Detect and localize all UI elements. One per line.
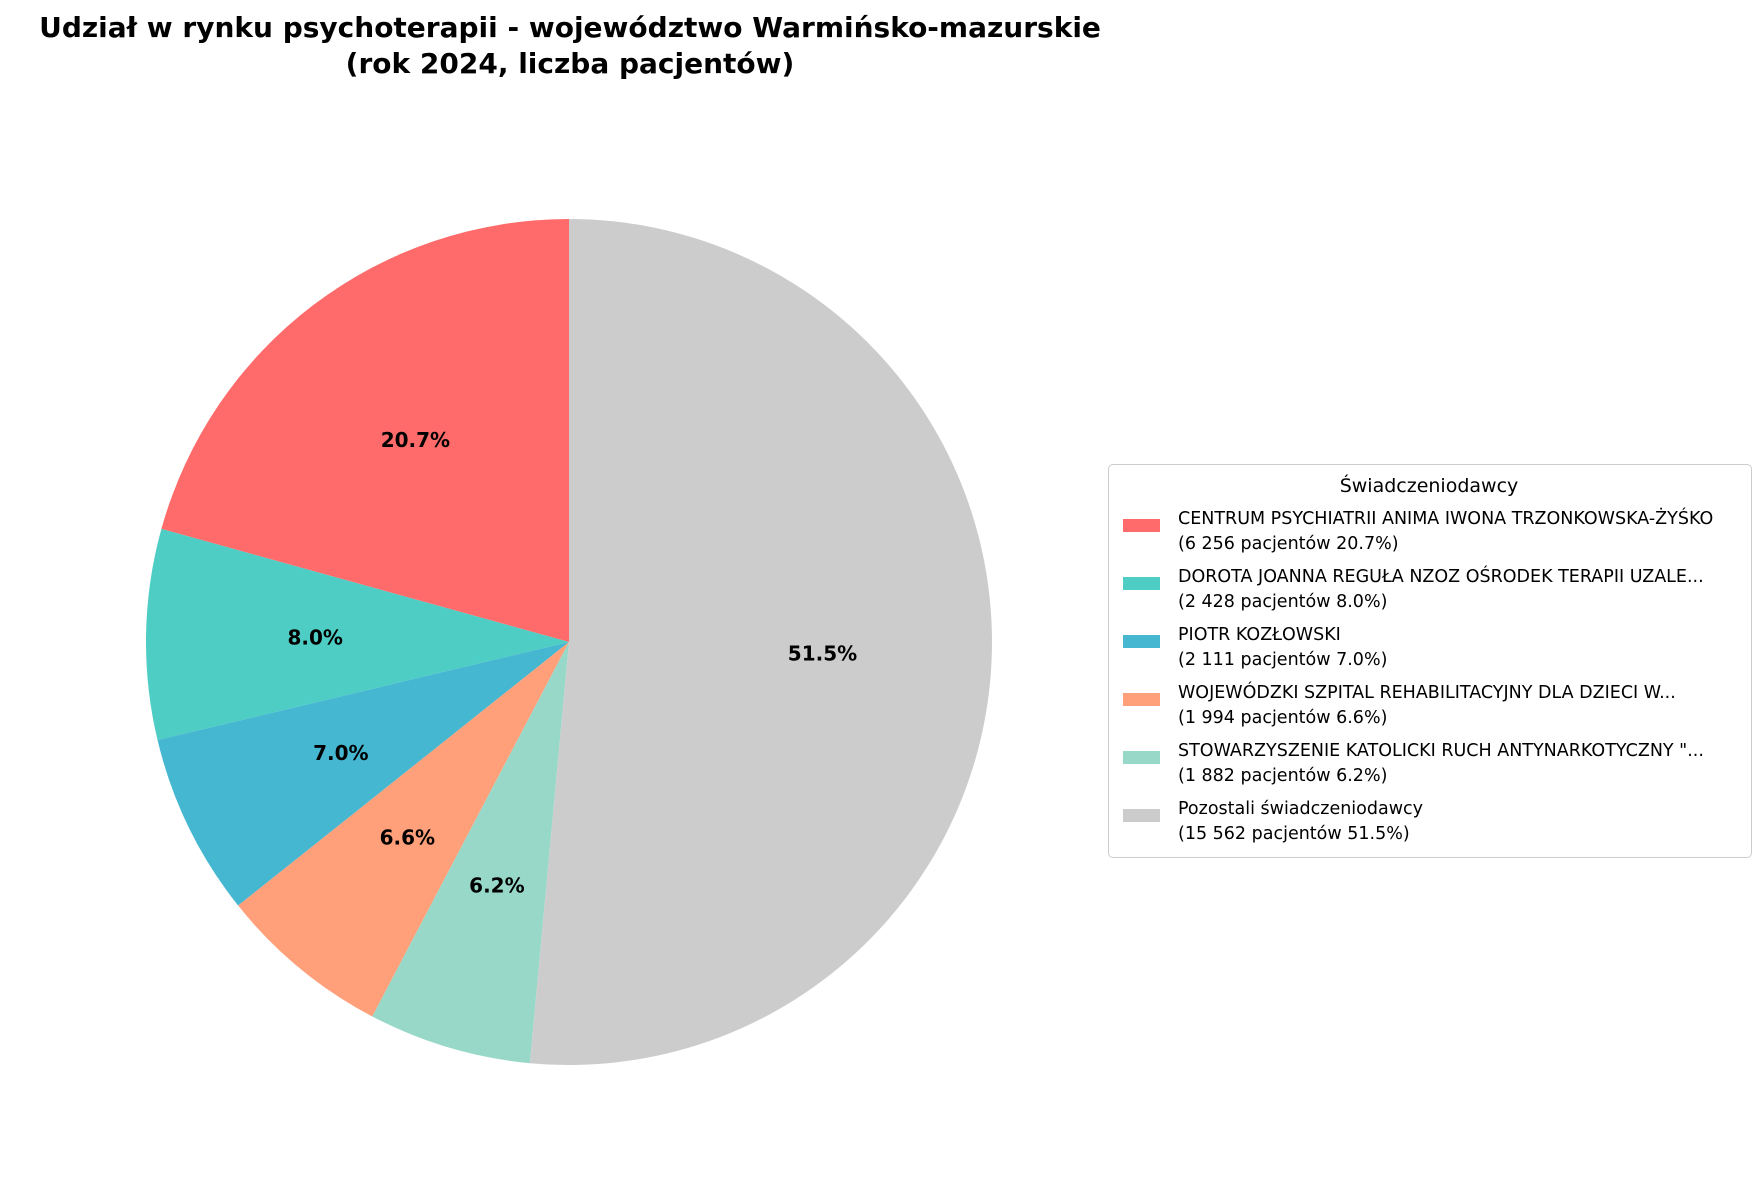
legend-detail-3: (2 111 pacjentów 7.0%) — [1178, 650, 1388, 670]
legend-name-2: DOROTA JOANNA REGUŁA NZOZ OŚRODEK TERAPI… — [1178, 567, 1704, 587]
legend-entry-3: PIOTR KOZŁOWSKI (2 111 pacjentów 7.0%) — [1117, 623, 1741, 673]
legend-title: Świadczeniodawcy — [1339, 475, 1519, 497]
legend-entry-2: DOROTA JOANNA REGUŁA NZOZ OŚRODEK TERAPI… — [1117, 565, 1741, 615]
chart-title: Udział w rynku psychoterapii - województ… — [0, 10, 1140, 82]
pie-chart: 20.7% 8.0% 7.0% 6.6% 6.2% 51.5% — [145, 219, 992, 1065]
pie-slice-1 — [161, 219, 569, 642]
legend-detail-2: (2 428 pacjentów 8.0%) — [1178, 592, 1388, 612]
legend-swatch-3 — [1123, 635, 1160, 648]
pie-slice-label-6: 51.5% — [788, 642, 857, 666]
pie-slice-label-5: 6.2% — [469, 873, 524, 897]
legend-entries: CENTRUM PSYCHIATRII ANIMA IWONA TRZONKOW… — [1117, 507, 1741, 847]
legend-text-6: Pozostali świadczeniodawcy (15 562 pacjen… — [1178, 797, 1423, 847]
legend: Świadczeniodawcy CENTRUM PSYCHIATRII ANI… — [1108, 464, 1752, 858]
chart-title-line2: (rok 2024, liczba pacjentów) — [345, 47, 795, 80]
legend-text-5: STOWARZYSZENIE KATOLICKI RUCH ANTYNARKOT… — [1178, 739, 1704, 789]
chart-title-line1: Udział w rynku psychoterapii - województ… — [39, 11, 1101, 44]
legend-swatch-1 — [1123, 519, 1160, 532]
legend-entry-6: Pozostali świadczeniodawcy (15 562 pacjen… — [1117, 797, 1741, 847]
pie-slice-6 — [529, 219, 992, 1065]
legend-detail-5: (1 882 pacjentów 6.2%) — [1178, 766, 1388, 786]
pie-slice-label-2: 8.0% — [287, 625, 342, 649]
pie-slice-4 — [238, 642, 569, 1017]
legend-text-1: CENTRUM PSYCHIATRII ANIMA IWONA TRZONKOW… — [1178, 507, 1713, 557]
legend-name-5: STOWARZYSZENIE KATOLICKI RUCH ANTYNARKOT… — [1178, 741, 1704, 761]
legend-text-4: WOJEWÓDZKI SZPITAL REHABILITACYJNY DLA D… — [1178, 681, 1676, 731]
legend-text-2: DOROTA JOANNA REGUŁA NZOZ OŚRODEK TERAPI… — [1178, 565, 1704, 615]
legend-swatch-4 — [1123, 693, 1160, 706]
legend-name-6: Pozostali świadczeniodawcy — [1178, 799, 1423, 819]
legend-swatch-6 — [1123, 809, 1160, 822]
legend-detail-4: (1 994 pacjentów 6.6%) — [1178, 708, 1388, 728]
pie-slice-2 — [145, 528, 569, 741]
legend-name-4: WOJEWÓDZKI SZPITAL REHABILITACYJNY DLA D… — [1178, 683, 1676, 703]
legend-entry-4: WOJEWÓDZKI SZPITAL REHABILITACYJNY DLA D… — [1117, 681, 1741, 731]
pie-slice-5 — [372, 642, 569, 1064]
legend-swatch-5 — [1123, 751, 1160, 764]
pie-slice-3 — [157, 642, 569, 906]
legend-entry-1: CENTRUM PSYCHIATRII ANIMA IWONA TRZONKOW… — [1117, 507, 1741, 557]
legend-text-3: PIOTR KOZŁOWSKI (2 111 pacjentów 7.0%) — [1178, 623, 1387, 673]
legend-detail-6: (15 562 pacjentów 51.5%) — [1178, 824, 1410, 844]
pie-slice-label-4: 6.6% — [380, 826, 435, 850]
legend-entry-5: STOWARZYSZENIE KATOLICKI RUCH ANTYNARKOT… — [1117, 739, 1741, 789]
pie-slice-label-3: 7.0% — [313, 741, 368, 765]
legend-name-3: PIOTR KOZŁOWSKI — [1178, 625, 1341, 645]
legend-detail-1: (6 256 pacjentów 20.7%) — [1178, 534, 1399, 554]
legend-swatch-2 — [1123, 577, 1160, 590]
legend-name-1: CENTRUM PSYCHIATRII ANIMA IWONA TRZONKOW… — [1178, 509, 1714, 529]
pie-slice-label-1: 20.7% — [381, 428, 450, 452]
